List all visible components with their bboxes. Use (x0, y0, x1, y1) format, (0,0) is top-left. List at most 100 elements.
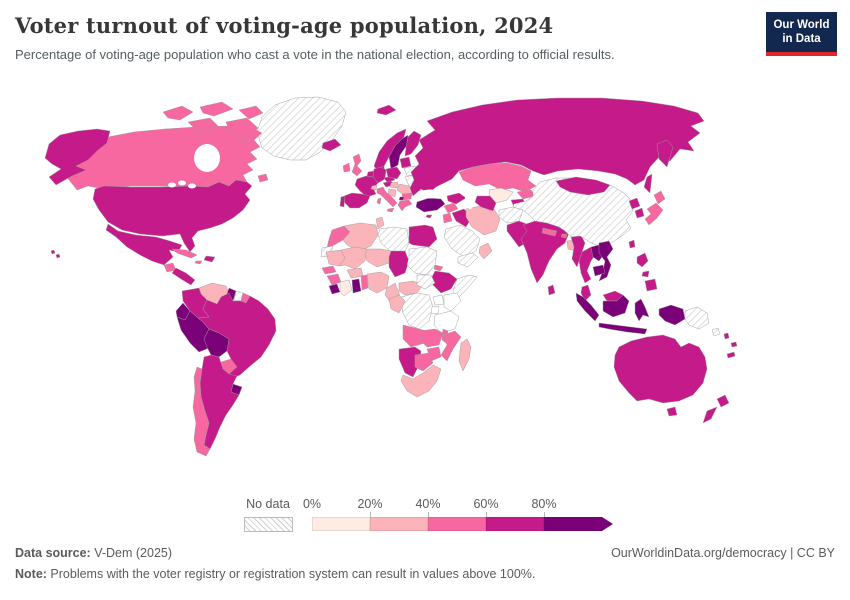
region-tanzania[interactable] (433, 310, 460, 334)
region-sicily[interactable] (386, 207, 395, 213)
region-iceland[interactable] (321, 138, 342, 152)
region-mozambique[interactable] (440, 330, 462, 362)
region-chad[interactable] (388, 250, 410, 278)
region-philippines-visayas[interactable] (641, 270, 650, 278)
region-switzerland[interactable] (370, 184, 378, 191)
region-congo-gabon[interactable] (388, 294, 406, 314)
region-oman[interactable] (478, 242, 493, 260)
region-canada-baffin-island[interactable] (225, 117, 259, 142)
region-cuba[interactable] (171, 248, 198, 259)
region-turkey[interactable] (415, 197, 446, 213)
region-canada-victoria-island[interactable] (187, 117, 220, 134)
region-hawaii-1[interactable] (50, 249, 56, 255)
region-syria[interactable] (443, 202, 459, 214)
region-bhutan[interactable] (560, 233, 568, 239)
region-svalbard[interactable] (376, 104, 397, 116)
region-kenya[interactable] (443, 292, 462, 312)
region-south-korea[interactable] (634, 207, 645, 219)
region-japan-hokkaido[interactable] (653, 190, 666, 205)
region-taiwan[interactable] (628, 239, 636, 249)
region-greece[interactable] (397, 199, 413, 212)
region-canada-arctic-island-2[interactable] (199, 101, 234, 117)
region-madagascar[interactable] (458, 338, 472, 372)
region-hungary[interactable] (389, 181, 399, 189)
region-tunisia[interactable] (375, 216, 385, 230)
region-south-africa[interactable] (400, 364, 442, 398)
region-indonesia-java[interactable] (598, 322, 648, 335)
legend-bin-0-20[interactable] (312, 517, 370, 531)
region-sri-lanka[interactable] (547, 284, 556, 296)
region-france[interactable] (354, 175, 379, 198)
region-democratic-republic-of-congo[interactable] (400, 292, 434, 330)
region-eritrea[interactable] (433, 264, 444, 272)
region-indonesia-sumatra[interactable] (575, 292, 600, 322)
region-western-balkans[interactable] (387, 188, 397, 198)
region-bolivia[interactable] (203, 328, 230, 358)
region-ghana[interactable] (351, 278, 362, 294)
region-tasmania[interactable] (666, 406, 678, 417)
region-libya[interactable] (377, 226, 410, 254)
region-kazakhstan[interactable] (458, 162, 537, 193)
region-south-sudan[interactable] (416, 274, 436, 290)
region-chile[interactable] (192, 366, 211, 457)
region-sakhalin[interactable] (643, 173, 653, 194)
region-jamaica[interactable] (194, 260, 203, 265)
region-jordan-israel[interactable] (442, 212, 453, 224)
region-alaska[interactable] (44, 128, 111, 186)
region-nigeria[interactable] (366, 271, 390, 294)
region-turkmenistan[interactable] (474, 195, 497, 212)
region-portugal[interactable] (339, 195, 346, 208)
region-north-macedonia[interactable] (398, 196, 405, 201)
region-malaysia-peninsula[interactable] (580, 284, 592, 302)
legend-bin-60-80[interactable] (486, 517, 544, 531)
region-burkina-faso[interactable] (346, 267, 364, 279)
region-indonesia-kalimantan[interactable] (602, 294, 630, 318)
region-mexico[interactable] (105, 223, 183, 266)
legend-bin-40-60[interactable] (428, 517, 486, 531)
region-new-zealand-north[interactable] (716, 394, 730, 408)
region-hispaniola[interactable] (203, 255, 216, 263)
region-sardinia[interactable] (376, 197, 382, 205)
region-yemen[interactable] (457, 252, 479, 268)
region-new-caledonia[interactable] (726, 351, 736, 359)
region-zambia[interactable] (418, 328, 444, 348)
region-rwanda-burundi[interactable] (430, 305, 440, 315)
region-papua-new-guinea[interactable] (684, 306, 710, 330)
region-caucasus[interactable] (446, 192, 467, 205)
region-solomon-islands[interactable] (711, 327, 721, 337)
region-somalia[interactable] (452, 274, 478, 300)
region-kamchatka[interactable] (656, 139, 674, 168)
region-egypt[interactable] (408, 224, 438, 248)
region-senegal[interactable] (321, 265, 337, 275)
region-fiji[interactable] (730, 341, 738, 348)
region-greenland[interactable] (256, 96, 347, 161)
region-indonesia-sulawesi[interactable] (634, 298, 650, 322)
region-philippines-mindanao[interactable] (644, 278, 658, 292)
owid-logo[interactable]: Our World in Data (766, 12, 837, 56)
legend-bin-20-40[interactable] (370, 517, 428, 531)
region-italy[interactable] (376, 186, 398, 208)
region-nepal[interactable] (541, 227, 558, 237)
region-philippines-luzon[interactable] (636, 252, 649, 268)
region-poland[interactable] (385, 166, 402, 180)
region-canada-arctic-island-1[interactable] (162, 105, 194, 121)
region-afghanistan[interactable] (498, 206, 524, 224)
region-sierra-leone[interactable] (328, 283, 341, 295)
region-sudan[interactable] (406, 246, 438, 276)
region-benin-togo[interactable] (360, 274, 369, 291)
region-spain[interactable] (343, 192, 371, 209)
region-guinea[interactable] (326, 273, 342, 286)
region-vietnam[interactable] (598, 240, 614, 282)
region-algeria[interactable] (342, 222, 379, 252)
region-botswana[interactable] (414, 352, 434, 372)
legend-no-data-swatch[interactable] (244, 517, 293, 532)
region-japan-honshu[interactable] (644, 202, 664, 226)
region-cambodia[interactable] (592, 264, 606, 277)
region-indonesia-papua[interactable] (658, 304, 686, 326)
region-vanuatu[interactable] (723, 332, 730, 340)
region-canada-arctic-island-3[interactable] (238, 105, 264, 120)
region-cyprus[interactable] (425, 214, 433, 219)
region-ireland[interactable] (342, 162, 351, 173)
legend-bin-80-plus[interactable] (544, 517, 602, 531)
region-united-kingdom[interactable] (351, 153, 363, 177)
